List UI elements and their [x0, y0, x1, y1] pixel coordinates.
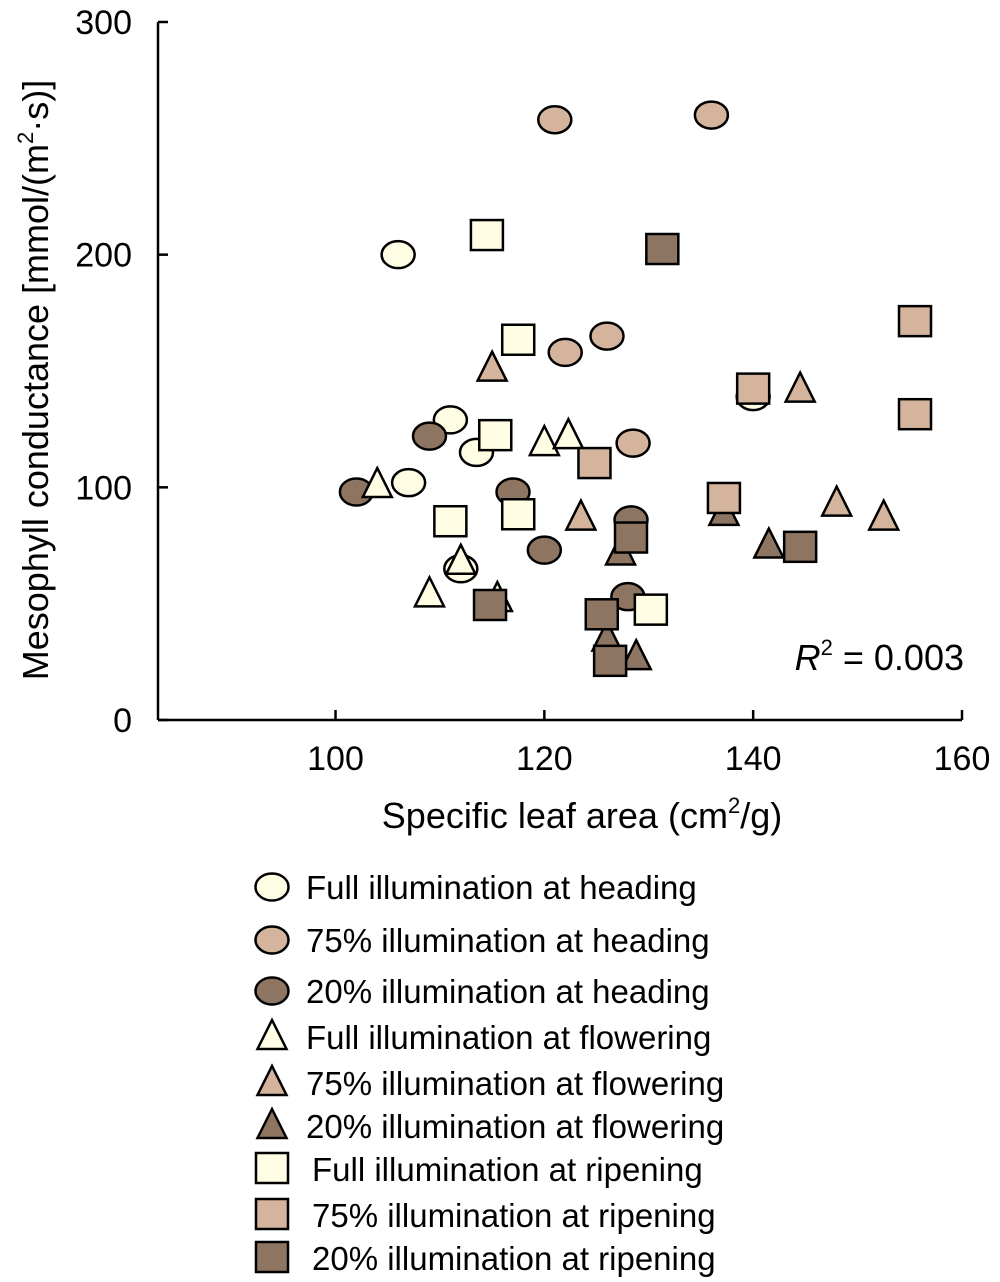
data-point-triangle — [412, 574, 447, 608]
legend-label: Full illumination at ripening — [312, 1151, 703, 1188]
y-tick-label: 0 — [113, 702, 132, 740]
legend-label: 75% illumination at flowering — [306, 1065, 724, 1102]
legend-marker-circle — [254, 872, 290, 902]
data-point-square — [478, 418, 513, 452]
data-point-triangle — [564, 497, 598, 531]
data-point-square — [645, 232, 680, 266]
data-point-circle — [589, 321, 625, 351]
data-point-square — [735, 372, 771, 405]
legend-label: 20% illumination at ripening — [312, 1240, 716, 1277]
legend-marker-circle — [254, 925, 290, 955]
data-point-triangle — [619, 637, 653, 671]
ticks: 0 100 200 300 100 120 140 160 — [75, 4, 990, 778]
data-point-square — [584, 598, 620, 631]
data-point-circle — [380, 239, 416, 270]
data-point-square — [469, 218, 505, 252]
data-point-circle — [537, 104, 573, 135]
data-point-square — [500, 498, 536, 531]
data-point-triangle — [752, 525, 786, 559]
y-axis-label-sup: 2 — [13, 132, 38, 144]
data-point-square — [633, 593, 669, 626]
data-point-triangle — [475, 348, 509, 382]
data-point-square — [897, 304, 933, 338]
data-point-square — [577, 446, 612, 480]
data-point-triangle — [783, 369, 817, 403]
legend-marker-square — [254, 1240, 290, 1274]
legend-marker-square — [254, 1151, 290, 1185]
axes — [156, 22, 962, 722]
legend-label: 75% illumination at ripening — [312, 1197, 716, 1234]
data-point-circle — [411, 421, 448, 451]
legend-marker-circle — [254, 976, 290, 1006]
data-point-square — [782, 530, 818, 564]
legend: Full illumination at heading 75% illumina… — [254, 869, 724, 1277]
x-tick-label: 160 — [934, 740, 991, 778]
data-point-circle — [547, 337, 583, 368]
data-point-square — [500, 323, 536, 357]
data-point-square — [706, 481, 742, 515]
data-point-square — [897, 397, 933, 431]
data-point-square — [433, 504, 468, 538]
legend-marker-triangle — [255, 1106, 289, 1140]
r-squared-annotation: R2 = 0.003 — [795, 635, 964, 678]
legend-label: Full illumination at flowering — [306, 1019, 711, 1056]
data-point-circle — [390, 467, 427, 498]
legend-label: 20% illumination at heading — [306, 973, 710, 1010]
x-axis-label: Specific leaf area (cm2/g) — [382, 793, 782, 836]
legend-label: 20% illumination at flowering — [306, 1108, 724, 1145]
data-point-triangle — [820, 483, 854, 517]
data-point-square — [472, 588, 508, 622]
legend-marker-square — [254, 1197, 290, 1231]
x-tick-label: 140 — [725, 740, 782, 778]
data-point-triangle — [360, 465, 394, 499]
y-tick-label: 100 — [75, 469, 132, 507]
data-point-triangle — [444, 541, 478, 576]
legend-marker-triangle — [255, 1063, 289, 1097]
y-tick-label: 300 — [75, 4, 132, 42]
legend-label: Full illumination at heading — [306, 869, 697, 906]
data-point-square — [613, 521, 649, 554]
data-point-square — [592, 644, 628, 678]
x-axis-label-sup: 2 — [728, 793, 740, 818]
data-point-circle — [693, 100, 730, 130]
data-point-circle — [615, 428, 651, 458]
y-axis-label: Mesophyll conductance [mmol/(m2·s)] — [13, 80, 56, 680]
y-tick-label: 200 — [75, 237, 132, 275]
data-point-circle — [526, 535, 563, 565]
data-point-triangle — [867, 497, 901, 531]
legend-label: 75% illumination at heading — [306, 922, 710, 959]
x-tick-label: 100 — [307, 740, 364, 778]
x-tick-label: 120 — [516, 740, 573, 778]
data-point-triangle — [551, 416, 585, 450]
data-point-triangle — [527, 423, 561, 457]
data-points — [338, 100, 933, 678]
legend-marker-triangle — [255, 1017, 289, 1051]
